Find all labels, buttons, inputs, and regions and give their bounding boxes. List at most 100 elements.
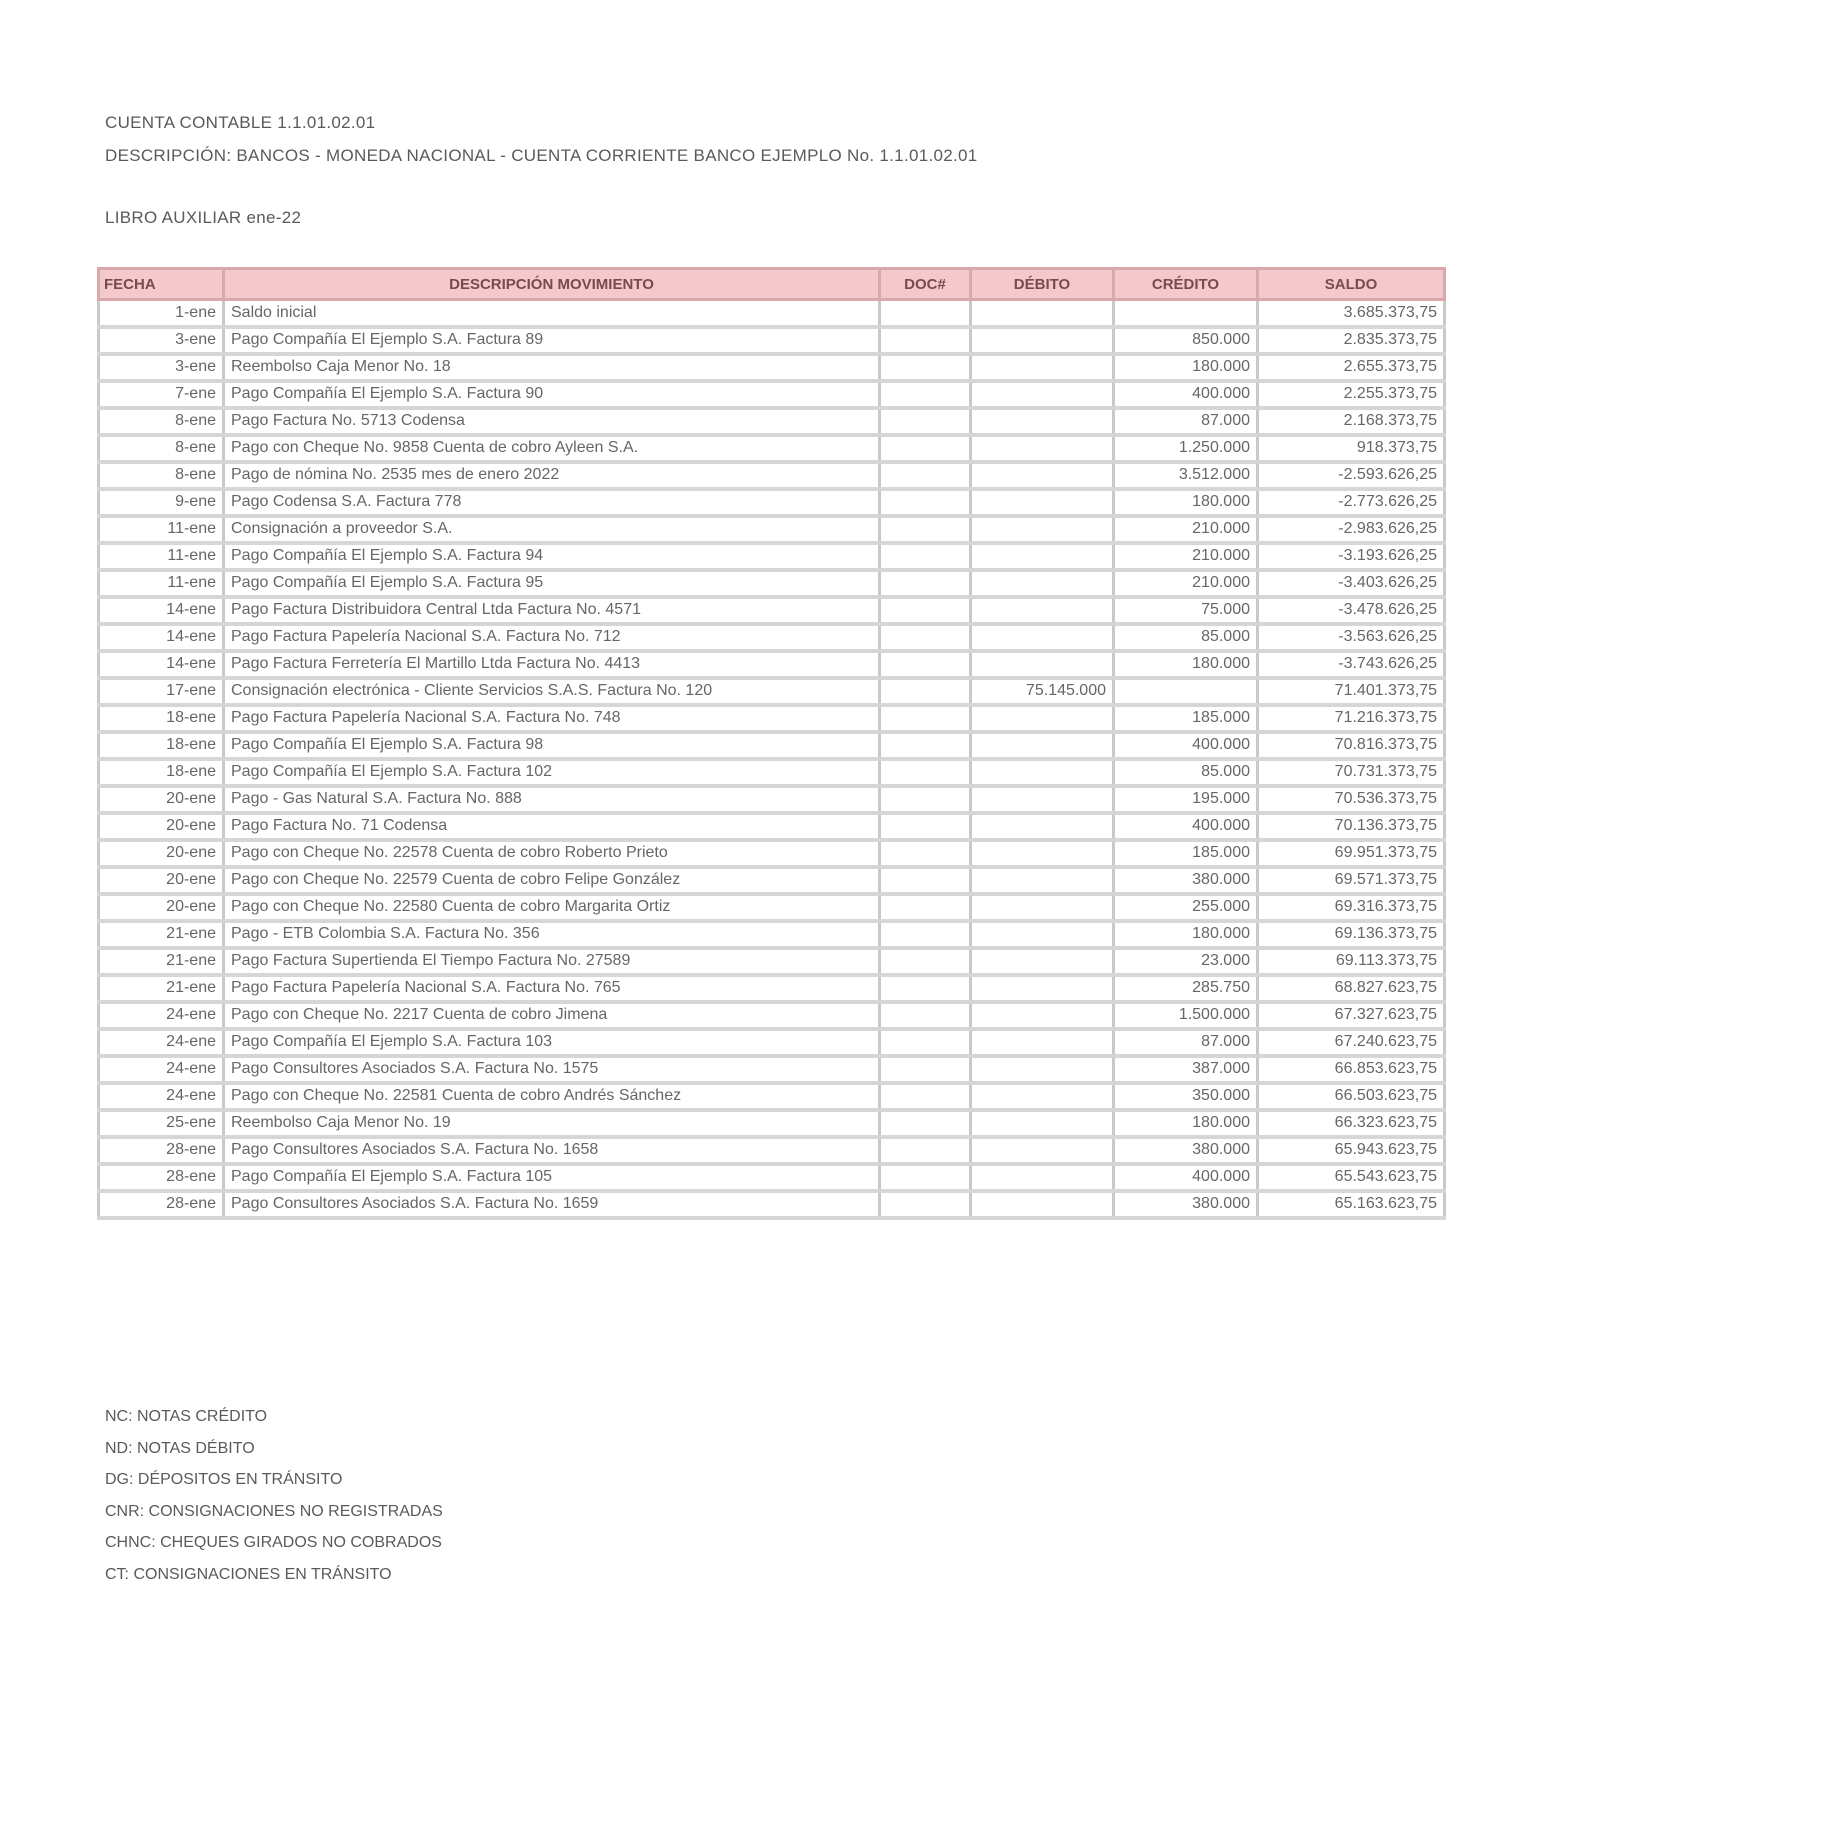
cell-debito [969,407,1115,437]
cell-fecha: 11-ene [97,515,225,545]
table-row: 1-ene Saldo inicial 3.685.373,75 [97,299,1446,329]
cell-debito [969,542,1115,572]
cell-saldo: 70.816.373,75 [1256,731,1446,761]
table-row: 24-ene Pago Consultores Asociados S.A. Fa… [97,1055,1446,1085]
cell-debito [969,515,1115,545]
cell-doc [878,1109,972,1139]
cell-credito: 87.000 [1112,1028,1259,1058]
cell-debito [969,785,1115,815]
table-row: 24-ene Pago Compañía El Ejemplo S.A. Fact… [97,1028,1446,1058]
table-row: 7-ene Pago Compañía El Ejemplo S.A. Factu… [97,380,1446,410]
table-row: 14-ene Pago Factura Ferretería El Martill… [97,650,1446,680]
cell-debito [969,920,1115,950]
cell-descripcion: Saldo inicial [222,299,881,329]
cell-saldo: -3.478.626,25 [1256,596,1446,626]
table-row: 24-ene Pago con Cheque No. 22581 Cuenta d… [97,1082,1446,1112]
cell-descripcion: Pago con Cheque No. 2217 Cuenta de cobro… [222,1001,881,1031]
table-row: 14-ene Pago Factura Papelería Nacional S.… [97,623,1446,653]
cell-credito: 400.000 [1112,731,1259,761]
cell-fecha: 8-ene [97,461,225,491]
cell-debito [969,596,1115,626]
cell-doc [878,1082,972,1112]
table-header-row: FECHA DESCRIPCIÓN MOVIMIENTO DOC# DÉBITO… [97,267,1446,301]
cell-credito: 23.000 [1112,947,1259,977]
cell-debito [969,758,1115,788]
cell-descripcion: Pago Compañía El Ejemplo S.A. Factura 98 [222,731,881,761]
cell-descripcion: Pago - Gas Natural S.A. Factura No. 888 [222,785,881,815]
cell-descripcion: Pago Factura Distribuidora Central Ltda … [222,596,881,626]
cell-debito [969,866,1115,896]
cell-doc [878,704,972,734]
cell-debito [969,974,1115,1004]
cell-saldo: 70.536.373,75 [1256,785,1446,815]
cell-fecha: 24-ene [97,1001,225,1031]
cell-debito [969,839,1115,869]
cell-doc [878,974,972,1004]
cell-saldo: -2.773.626,25 [1256,488,1446,518]
cell-fecha: 21-ene [97,920,225,950]
cell-credito: 180.000 [1112,488,1259,518]
cell-saldo: 67.327.623,75 [1256,1001,1446,1031]
cell-saldo: 67.240.623,75 [1256,1028,1446,1058]
cell-descripcion: Pago de nómina No. 2535 mes de enero 202… [222,461,881,491]
table-row: 3-ene Pago Compañía El Ejemplo S.A. Factu… [97,326,1446,356]
cell-descripcion: Reembolso Caja Menor No. 19 [222,1109,881,1139]
cell-doc [878,434,972,464]
cell-descripcion: Pago Compañía El Ejemplo S.A. Factura 10… [222,758,881,788]
cell-saldo: 69.316.373,75 [1256,893,1446,923]
cell-doc [878,596,972,626]
cell-debito [969,1055,1115,1085]
cell-saldo: 918.373,75 [1256,434,1446,464]
cell-fecha: 7-ene [97,380,225,410]
cell-descripcion: Pago Factura Papelería Nacional S.A. Fac… [222,974,881,1004]
cell-debito [969,1109,1115,1139]
cell-debito [969,704,1115,734]
table-row: 20-ene Pago con Cheque No. 22578 Cuenta d… [97,839,1446,869]
cell-fecha: 21-ene [97,974,225,1004]
cell-credito: 380.000 [1112,866,1259,896]
cell-credito: 400.000 [1112,812,1259,842]
cell-doc [878,407,972,437]
cell-credito: 380.000 [1112,1136,1259,1166]
cell-saldo: 2.655.373,75 [1256,353,1446,383]
cell-doc [878,623,972,653]
table-row: 20-ene Pago - Gas Natural S.A. Factura No… [97,785,1446,815]
cell-credito: 75.000 [1112,596,1259,626]
cell-doc [878,866,972,896]
cell-saldo: 69.571.373,75 [1256,866,1446,896]
cell-doc [878,1163,972,1193]
cell-fecha: 28-ene [97,1190,225,1220]
table-row: 17-ene Consignación electrónica - Cliente… [97,677,1446,707]
legend-note: CT: CONSIGNACIONES EN TRÁNSITO [105,1566,392,1583]
cell-fecha: 20-ene [97,893,225,923]
cell-credito: 87.000 [1112,407,1259,437]
cell-saldo: -3.403.626,25 [1256,569,1446,599]
cell-fecha: 28-ene [97,1163,225,1193]
cell-saldo: -2.593.626,25 [1256,461,1446,491]
table-row: 21-ene Pago Factura Supertienda El Tiempo… [97,947,1446,977]
cell-credito: 400.000 [1112,1163,1259,1193]
cell-doc [878,299,972,329]
cell-descripcion: Pago con Cheque No. 22580 Cuenta de cobr… [222,893,881,923]
cell-descripcion: Pago Compañía El Ejemplo S.A. Factura 95 [222,569,881,599]
cell-saldo: 66.503.623,75 [1256,1082,1446,1112]
cell-debito [969,380,1115,410]
cell-credito: 210.000 [1112,515,1259,545]
cell-descripcion: Pago Consultores Asociados S.A. Factura … [222,1136,881,1166]
cell-fecha: 25-ene [97,1109,225,1139]
cell-saldo: 66.853.623,75 [1256,1055,1446,1085]
col-fecha: FECHA [97,267,225,301]
cell-credito: 3.512.000 [1112,461,1259,491]
table-row: 8-ene Pago Factura No. 5713 Codensa 87.000… [97,407,1446,437]
cell-descripcion: Pago Compañía El Ejemplo S.A. Factura 10… [222,1163,881,1193]
cell-fecha: 28-ene [97,1136,225,1166]
cell-debito [969,488,1115,518]
cell-credito: 210.000 [1112,569,1259,599]
cell-saldo: 66.323.623,75 [1256,1109,1446,1139]
cell-debito [969,1001,1115,1031]
legend-note: CHNC: CHEQUES GIRADOS NO COBRADOS [105,1534,442,1552]
cell-fecha: 18-ene [97,758,225,788]
cell-doc [878,758,972,788]
legend-note: ND: NOTAS DÉBITO [105,1439,255,1457]
cell-doc [878,947,972,977]
